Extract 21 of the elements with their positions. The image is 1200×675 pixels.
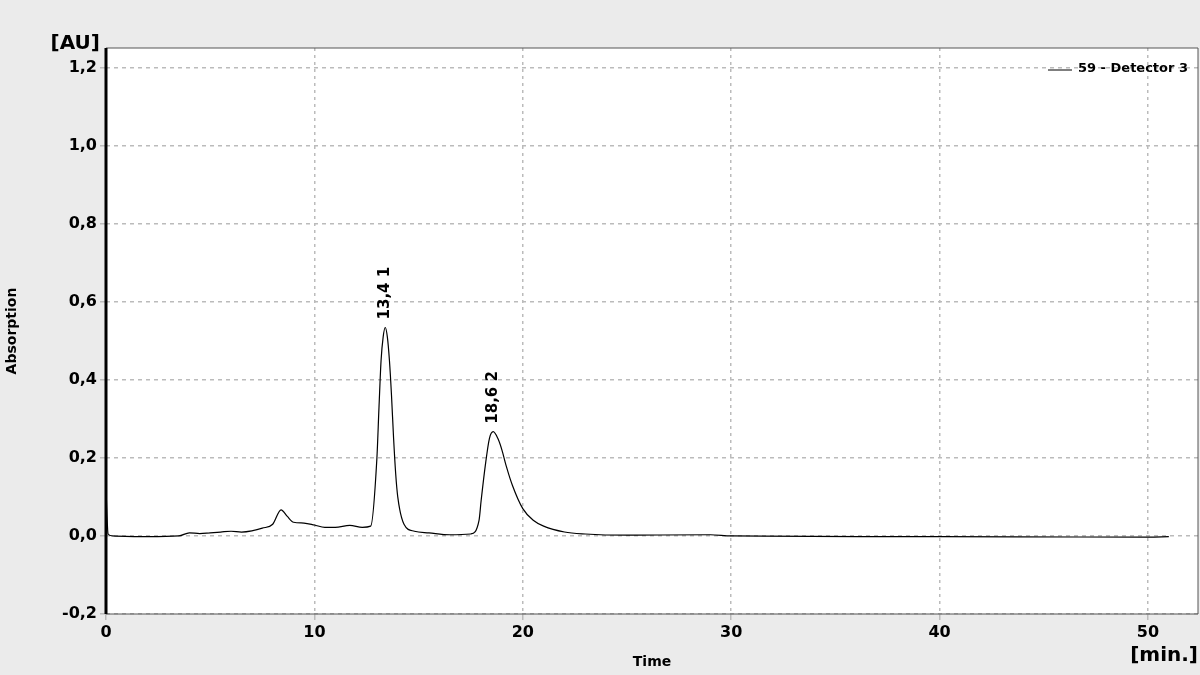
annotation: 18,6 2	[483, 371, 502, 424]
text: [AU]	[50, 30, 100, 55]
y-axis-title: Absorption	[3, 287, 20, 375]
y-tick-label: 1,0	[68, 134, 97, 154]
x-tick-label: 10	[303, 621, 326, 641]
legend-label: 59 - Detector 3	[1077, 60, 1188, 76]
y-tick-label: 0,2	[68, 447, 97, 467]
y-tick-label: -0,2	[62, 603, 97, 623]
x-tick-label: 0	[100, 621, 112, 641]
x-tick-label: 30	[720, 621, 743, 641]
y-tick-label: 0,0	[68, 525, 97, 545]
x-tick-label: 50	[1136, 621, 1160, 641]
x-tick-label: 20	[511, 621, 534, 641]
y-tick-label: 1,2	[68, 56, 97, 76]
x-tick-label: 40	[928, 621, 951, 641]
y-tick-label: 0,4	[68, 368, 97, 388]
x-axis-title: Time	[632, 653, 672, 670]
y-tick-label: 0,8	[68, 212, 97, 232]
text: [min.]	[1130, 642, 1198, 667]
annotation: 13,4 1	[375, 266, 394, 320]
y-tick-label: 0,6	[68, 290, 97, 310]
